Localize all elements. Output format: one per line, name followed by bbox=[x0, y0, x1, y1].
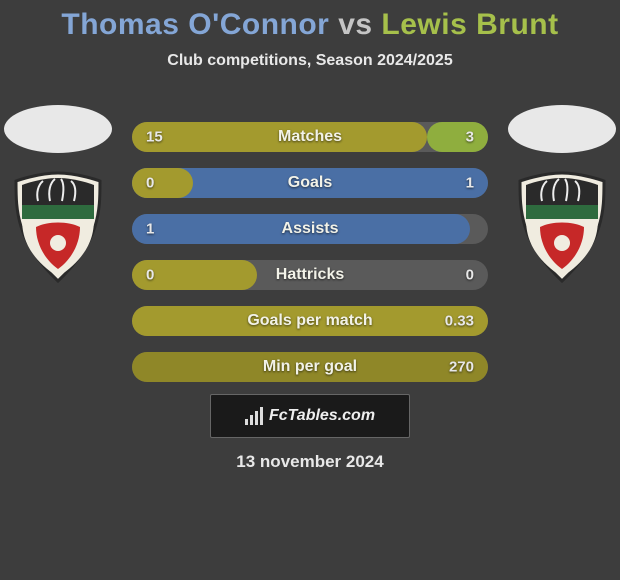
player1-column bbox=[4, 105, 112, 283]
stat-row: Hattricks 0 0 bbox=[132, 260, 488, 290]
stat-label: Min per goal bbox=[263, 358, 357, 376]
vs-separator: vs bbox=[338, 8, 372, 41]
brand-text: FcTables.com bbox=[269, 407, 375, 425]
player1-avatar-placeholder bbox=[4, 105, 112, 153]
stat-right-value: 3 bbox=[466, 129, 474, 146]
stat-label: Hattricks bbox=[276, 266, 344, 284]
stat-right-value: 0.33 bbox=[445, 313, 474, 330]
player2-column bbox=[508, 105, 616, 283]
footer-date: 13 november 2024 bbox=[236, 452, 383, 472]
stat-left-value: 0 bbox=[146, 267, 154, 284]
stat-label: Matches bbox=[278, 128, 342, 146]
stat-label: Goals per match bbox=[247, 312, 372, 330]
page-title: Thomas O'Connor vs Lewis Brunt bbox=[0, 0, 620, 42]
stat-label: Goals bbox=[288, 174, 332, 192]
player1-club-badge bbox=[8, 171, 108, 283]
stat-row: Matches 15 3 bbox=[132, 122, 488, 152]
comparison-infographic: Thomas O'Connor vs Lewis Brunt Club comp… bbox=[0, 0, 620, 580]
player1-name: Thomas O'Connor bbox=[61, 8, 329, 41]
stat-bar-left-fill bbox=[132, 168, 193, 198]
player2-avatar-placeholder bbox=[508, 105, 616, 153]
stats-panel: Matches153Goals01Assists1Hattricks00Goal… bbox=[132, 122, 488, 398]
stat-left-value: 0 bbox=[146, 175, 154, 192]
stat-left-value: 1 bbox=[146, 221, 154, 238]
stat-right-value: 0 bbox=[466, 267, 474, 284]
stat-label: Assists bbox=[282, 220, 339, 238]
stat-right-value: 270 bbox=[449, 359, 474, 376]
club-crest-icon bbox=[8, 171, 108, 283]
stat-left-value: 15 bbox=[146, 129, 163, 146]
chart-icon bbox=[245, 407, 263, 425]
stat-row: Assists 1 bbox=[132, 214, 488, 244]
stat-row: Goals 0 1 bbox=[132, 168, 488, 198]
stat-right-value: 1 bbox=[466, 175, 474, 192]
brand-badge: FcTables.com bbox=[210, 394, 410, 438]
club-crest-icon bbox=[512, 171, 612, 283]
stat-bar-right-fill bbox=[427, 122, 488, 152]
player2-club-badge bbox=[512, 171, 612, 283]
subtitle: Club competitions, Season 2024/2025 bbox=[0, 52, 620, 70]
stat-row: Min per goal 270 bbox=[132, 352, 488, 382]
stat-row: Goals per match 0.33 bbox=[132, 306, 488, 336]
player2-name: Lewis Brunt bbox=[381, 8, 558, 41]
